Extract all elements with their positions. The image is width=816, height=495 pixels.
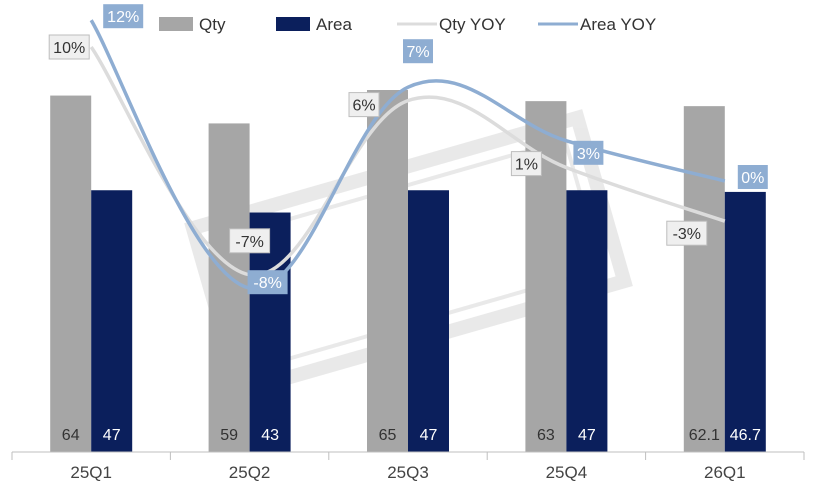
x-tick-label: 25Q2 [229,463,271,482]
data-label-area-yoy: -8% [253,275,281,292]
data-label-box [510,151,542,177]
data-label-area-yoy: 3% [577,146,600,163]
bar-area [724,191,766,452]
data-label-area: 47 [420,427,438,444]
bar-qty [367,90,408,452]
data-label-box [573,140,604,165]
legend-label: Area [316,15,352,34]
data-label-box [48,34,90,60]
data-label-area: 47 [103,427,121,444]
legend-label: Area YOY [580,15,656,34]
data-label-qty: 63 [537,427,555,444]
data-label-box [403,39,433,64]
data-label-area-yoy: 12% [107,9,139,26]
legend-label: Qty YOY [439,15,506,34]
x-tick-label: 25Q1 [70,463,112,482]
data-label-box [348,92,380,118]
data-label-qty-yoy: -7% [235,234,263,251]
data-label-qty: 59 [220,427,238,444]
legend-label: Qty [199,15,226,34]
data-label-qty: 65 [379,427,397,444]
data-label-area-yoy: 0% [741,170,764,187]
data-label-qty: 62.1 [689,427,720,444]
bar-area [91,190,133,452]
data-label-box [103,4,144,29]
data-label-area-yoy: 7% [406,44,429,61]
x-tick-label: 26Q1 [704,463,746,482]
bar-qty [683,106,725,453]
legend: Qty Area Qty YOY Area YOY [159,15,656,34]
data-label-qty-yoy: 1% [515,157,538,174]
data-label-qty: 64 [62,427,80,444]
bar-group: 64 47 59 43 65 47 63 47 62.1 46.7 [50,90,766,453]
legend-swatch-area [276,17,310,31]
data-label-area: 47 [578,427,596,444]
bar-qty [50,95,92,453]
x-tick-label: 25Q4 [546,463,588,482]
data-label-qty-yoy: -3% [673,226,701,243]
data-label-area: 46.7 [730,427,761,444]
data-label-qty-yoy: 10% [53,40,85,57]
x-axis: 25Q1 25Q2 25Q3 25Q4 26Q1 [11,451,805,482]
x-tick-label: 25Q3 [387,463,429,482]
line-group: 10% -7% 6% 1% -3% 12% -8% 7% 3% 0% [48,4,768,295]
data-label-area: 43 [261,427,279,444]
bar-area [408,190,449,452]
data-label-qty-yoy: 6% [352,98,375,115]
data-label-box [247,270,288,295]
bar-area [566,190,608,452]
data-label-box [666,220,708,246]
data-label-box [229,228,271,254]
data-label-box [737,165,768,189]
legend-swatch-qty [159,17,193,31]
